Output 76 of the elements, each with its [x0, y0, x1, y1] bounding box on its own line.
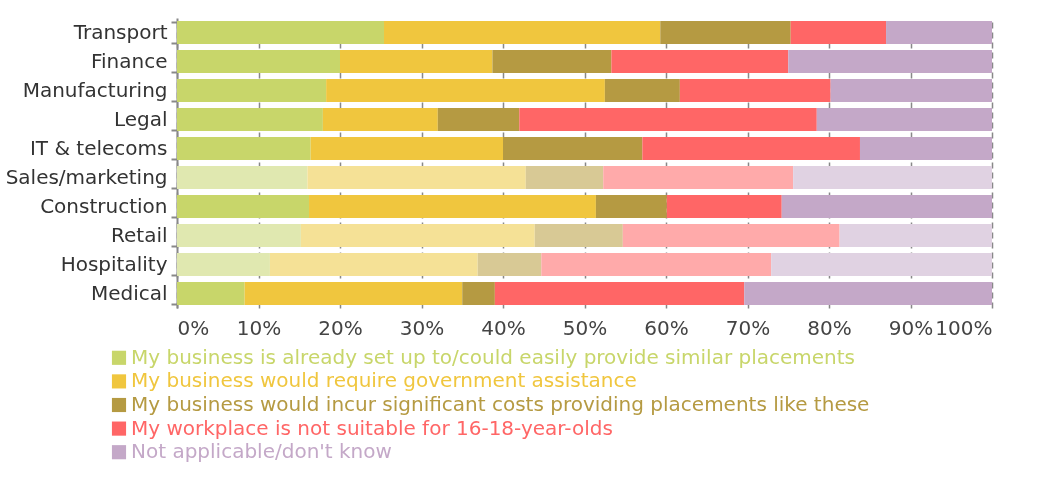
bar	[788, 50, 992, 73]
x-tick-label: 60%	[644, 315, 689, 340]
x-tick-label: 40%	[481, 315, 526, 340]
bar	[660, 21, 791, 44]
bar	[839, 224, 992, 247]
x-tick-label: 80%	[807, 315, 852, 340]
bar	[790, 21, 887, 44]
bar	[744, 282, 992, 305]
bar	[177, 224, 301, 247]
bar	[177, 166, 308, 189]
bar	[503, 137, 643, 160]
x-tick-label: 0%	[177, 315, 210, 340]
y-tick-label: Transport	[72, 20, 168, 44]
x-tick-label: 50%	[562, 315, 608, 340]
bar	[269, 253, 478, 276]
bar	[886, 21, 992, 44]
y-tick-label: Sales/marketing	[5, 165, 168, 189]
legend-label: My business would incur significant costs providing placements like these	[131, 392, 870, 416]
bar	[492, 50, 612, 73]
x-tick-label: 30%	[399, 315, 445, 340]
bar	[642, 137, 860, 160]
y-tick-label: Hospitality	[60, 252, 168, 276]
legend-label: Not applicable/don't know	[131, 439, 392, 464]
bar	[437, 108, 520, 131]
bar	[679, 79, 831, 102]
bar	[177, 137, 311, 160]
bar	[604, 79, 680, 102]
bar	[771, 253, 992, 276]
bar	[534, 224, 623, 247]
y-tick-label: Manufacturing	[22, 78, 168, 102]
y-tick-label: Finance	[90, 49, 168, 73]
bar	[177, 21, 385, 44]
y-tick-label: Legal	[113, 107, 168, 131]
bar	[666, 195, 782, 218]
bar	[177, 253, 270, 276]
x-tick-label: 100%	[935, 315, 993, 340]
bar	[177, 79, 327, 102]
bar	[300, 224, 535, 247]
bar	[326, 79, 605, 102]
legend-label: My business would require government assistance	[131, 368, 637, 393]
bar	[310, 137, 503, 160]
bar	[309, 195, 596, 218]
bar	[519, 108, 817, 131]
bar	[177, 195, 310, 218]
y-tick-label: IT & telecoms	[29, 136, 168, 160]
bar	[340, 50, 493, 73]
bar	[384, 21, 661, 44]
bar	[793, 166, 992, 189]
x-tick-label: 10%	[236, 315, 282, 340]
legend-label: My workplace is not suitable for 16-18-year-olds	[131, 415, 613, 440]
bar	[830, 79, 992, 102]
bar	[462, 282, 495, 305]
bar	[611, 50, 789, 73]
bar	[477, 253, 542, 276]
bar	[781, 195, 992, 218]
bar	[816, 108, 992, 131]
x-tick-label: 20%	[318, 315, 363, 340]
bar	[244, 282, 463, 305]
bar	[177, 282, 245, 305]
bar	[494, 282, 745, 305]
legend-label: My business is already set up to/could easily provide similar placements	[131, 344, 856, 369]
x-tick-label: 90%	[888, 315, 934, 340]
y-tick-label: Construction	[40, 194, 168, 218]
bar	[541, 253, 772, 276]
bar	[322, 108, 438, 131]
bar	[859, 137, 992, 160]
bar	[595, 195, 667, 218]
bar	[603, 166, 794, 189]
bar	[177, 50, 340, 73]
bar	[525, 166, 604, 189]
bar	[177, 108, 323, 131]
y-tick-label: Retail	[110, 223, 168, 247]
y-tick-label: Medical	[90, 281, 168, 305]
x-tick-label: 70%	[725, 315, 771, 340]
bar	[622, 224, 840, 247]
bar	[307, 166, 526, 189]
